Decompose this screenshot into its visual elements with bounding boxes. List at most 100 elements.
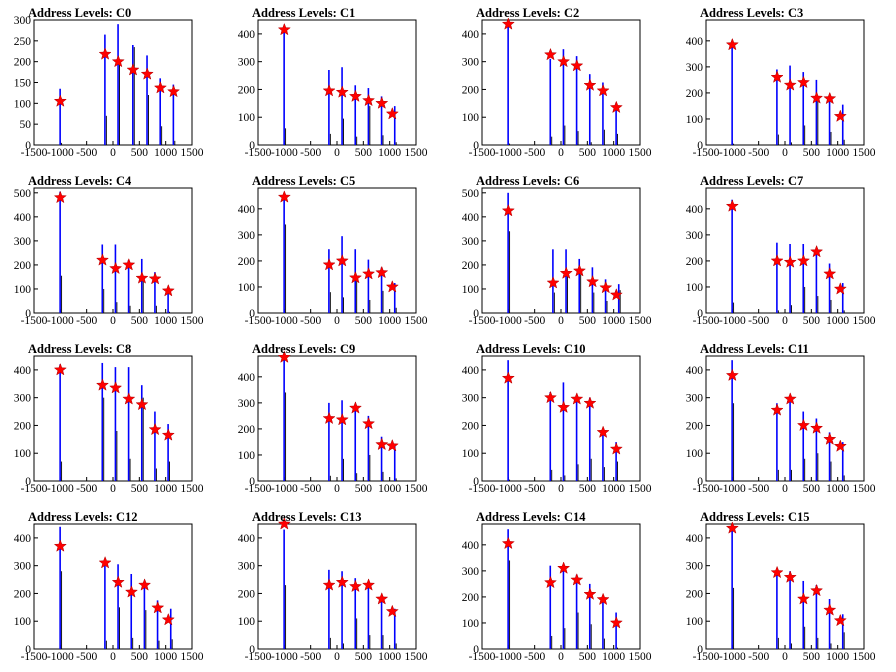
- x-tick-label: 500: [131, 147, 149, 159]
- x-tick-label: 0: [782, 483, 788, 495]
- x-tick-label: 1500: [629, 147, 652, 159]
- star-marker: [570, 573, 584, 586]
- star-marker: [596, 83, 610, 97]
- bar-black: [843, 310, 845, 313]
- x-tick-label: 1000: [826, 483, 849, 495]
- bar-black: [791, 305, 792, 313]
- chart-title: Address Levels: C15: [700, 510, 810, 524]
- bar-black: [329, 292, 331, 313]
- bar-blue: [588, 74, 591, 145]
- star-marker: [322, 83, 336, 97]
- star-marker: [543, 47, 558, 61]
- bar-black: [129, 305, 131, 313]
- bar-black: [817, 453, 819, 481]
- y-tick-label: 200: [238, 588, 256, 600]
- star-marker: [122, 392, 136, 405]
- bar-black: [804, 286, 806, 313]
- x-tick-label: -1500: [469, 315, 496, 327]
- y-tick-label: 400: [686, 36, 704, 48]
- y-tick-label: 0: [249, 644, 255, 656]
- chart-title: Address Levels: C5: [252, 174, 356, 188]
- x-tick-label: 1000: [154, 483, 177, 495]
- bar-blue: [380, 267, 383, 313]
- y-tick-label: 100: [14, 616, 32, 628]
- star-marker: [823, 267, 837, 280]
- x-tick-label: -1000: [47, 651, 74, 663]
- bar-black: [382, 471, 384, 481]
- y-tick-label: 400: [686, 204, 704, 216]
- star-marker: [725, 199, 739, 212]
- x-tick-label: 1000: [154, 147, 177, 159]
- bar-blue: [841, 442, 844, 481]
- bar-blue: [380, 436, 383, 481]
- star-marker: [586, 274, 600, 288]
- bar-blue: [802, 580, 805, 649]
- star-marker: [375, 96, 389, 109]
- bar-black: [382, 635, 384, 649]
- star-marker: [335, 254, 349, 267]
- star-marker: [609, 442, 623, 455]
- y-tick-label: 200: [686, 420, 704, 432]
- x-tick-label: -1000: [271, 483, 298, 495]
- star-marker: [810, 91, 824, 104]
- bar-blue: [167, 288, 169, 313]
- y-tick-label: 400: [462, 540, 480, 552]
- x-tick-label: 1000: [602, 147, 625, 159]
- bar-blue: [591, 267, 594, 313]
- y-tick-label: 0: [697, 476, 703, 488]
- bar-blue: [140, 385, 143, 481]
- bar-black: [791, 142, 792, 145]
- x-tick-label: 500: [355, 315, 373, 327]
- y-tick-label: 200: [14, 420, 32, 432]
- x-tick-label: -1000: [495, 315, 522, 327]
- bar-black: [343, 458, 344, 481]
- x-tick-label: 500: [803, 651, 821, 663]
- bar-black: [804, 125, 806, 145]
- bar-black: [577, 464, 579, 481]
- x-tick-label: 1000: [602, 315, 625, 327]
- bar-black: [617, 461, 618, 481]
- bar-blue: [828, 95, 831, 145]
- star-marker: [166, 84, 181, 98]
- x-tick-label: -1000: [271, 147, 298, 159]
- bar-blue: [367, 88, 370, 145]
- x-tick-label: 0: [334, 651, 340, 663]
- y-tick-label: 100: [238, 450, 256, 462]
- bar-blue: [828, 599, 831, 649]
- bar-blue: [588, 583, 591, 649]
- x-tick-label: -1500: [21, 651, 48, 663]
- bar-black: [155, 305, 157, 313]
- y-tick-label: 0: [473, 140, 479, 152]
- x-tick-label: -500: [300, 315, 321, 327]
- y-tick-label: 150: [14, 78, 32, 90]
- star-marker: [375, 265, 389, 279]
- x-tick-label: -1500: [21, 315, 48, 327]
- star-marker: [770, 70, 784, 83]
- star-marker: [362, 416, 376, 430]
- star-marker: [335, 412, 349, 426]
- bar-black: [551, 469, 553, 481]
- bar-blue: [130, 574, 133, 649]
- bar-blue: [507, 192, 509, 313]
- x-tick-label: 500: [355, 483, 373, 495]
- x-tick-label: 0: [110, 651, 116, 663]
- bar-black: [603, 129, 605, 145]
- bar-blue: [562, 570, 565, 649]
- bar-black: [567, 272, 568, 313]
- star-marker: [599, 280, 613, 294]
- bar-black: [61, 142, 63, 145]
- bar-black: [105, 640, 107, 649]
- star-marker: [609, 616, 623, 629]
- bar-black: [580, 274, 582, 313]
- bar-black: [791, 469, 792, 481]
- bar-blue: [156, 600, 159, 649]
- x-tick-label: 1000: [826, 147, 849, 159]
- bar-black: [617, 647, 618, 649]
- bar-black: [843, 475, 845, 481]
- bar-blue: [841, 614, 844, 649]
- bar-blue: [328, 569, 330, 649]
- bar-black: [733, 302, 735, 313]
- y-tick-label: 300: [14, 15, 32, 27]
- bar-blue: [154, 411, 156, 481]
- bar-black: [553, 292, 555, 313]
